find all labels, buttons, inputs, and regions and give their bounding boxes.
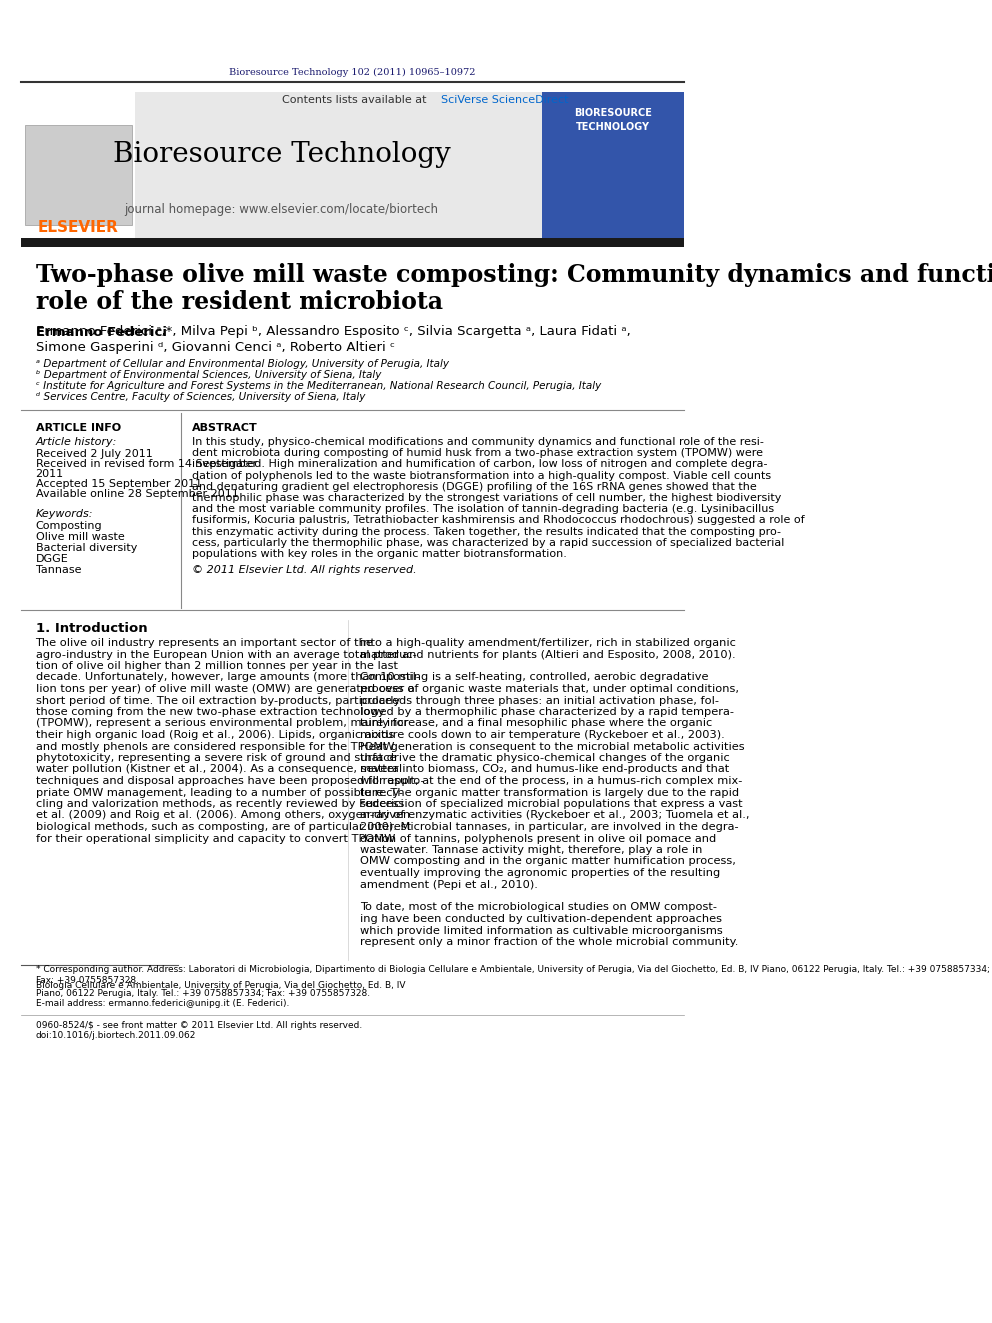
Text: thermophilic phase was characterized by the strongest variations of cell number,: thermophilic phase was characterized by … — [192, 493, 782, 503]
Text: ing have been conducted by cultivation-dependent approaches: ing have been conducted by cultivation-d… — [360, 914, 722, 923]
Text: E-mail address: ermanno.federici@unipg.it (E. Federici).: E-mail address: ermanno.federici@unipg.i… — [36, 999, 289, 1008]
Text: To date, most of the microbiological studies on OMW compost-: To date, most of the microbiological stu… — [360, 902, 717, 913]
Text: SciVerse ScienceDirect: SciVerse ScienceDirect — [440, 95, 568, 105]
Text: Two-phase olive mill waste composting: Community dynamics and functional: Two-phase olive mill waste composting: C… — [36, 263, 992, 287]
Text: represent only a minor fraction of the whole microbial community.: represent only a minor fraction of the w… — [360, 937, 738, 947]
Text: process of organic waste materials that, under optimal conditions,: process of organic waste materials that,… — [360, 684, 739, 695]
Text: decade. Unfortunately, however, large amounts (more than 10 mil-: decade. Unfortunately, however, large am… — [36, 672, 420, 683]
Text: mixture cools down to air temperature (Ryckeboer et al., 2003).: mixture cools down to air temperature (R… — [360, 730, 724, 740]
Text: succession of specialized microbial populations that express a vast: succession of specialized microbial popu… — [360, 799, 742, 808]
Text: * Corresponding author. Address: Laboratori di Microbiologia, Dipartimento di Bi: * Corresponding author. Address: Laborat… — [36, 966, 989, 984]
Text: dation of polyphenols led to the waste biotransformation into a high-quality com: dation of polyphenols led to the waste b… — [192, 471, 771, 480]
Text: Ermanno Federici ᵃ,*, Milva Pepi ᵇ, Alessandro Esposito ᶜ, Silvia Scargetta ᵃ, L: Ermanno Federici ᵃ,*, Milva Pepi ᵇ, Ales… — [36, 325, 630, 339]
Text: will result, at the end of the process, in a humus-rich complex mix-: will result, at the end of the process, … — [360, 777, 742, 786]
Text: biological methods, such as composting, are of particular interest: biological methods, such as composting, … — [36, 822, 411, 832]
Text: journal homepage: www.elsevier.com/locate/biortech: journal homepage: www.elsevier.com/locat… — [125, 204, 438, 217]
Text: phytotoxicity, representing a severe risk of ground and surface: phytotoxicity, representing a severe ris… — [36, 753, 396, 763]
Text: those coming from the new two-phase extraction technology: those coming from the new two-phase extr… — [36, 706, 384, 717]
Text: Heat generation is consequent to the microbial metabolic activities: Heat generation is consequent to the mic… — [360, 741, 744, 751]
Text: ARTICLE INFO: ARTICLE INFO — [36, 423, 121, 433]
Text: their high organic load (Roig et al., 2006). Lipids, organic acids: their high organic load (Roig et al., 20… — [36, 730, 394, 740]
Text: ture. The organic matter transformation is largely due to the rapid: ture. The organic matter transformation … — [360, 787, 739, 798]
Text: Olive mill waste: Olive mill waste — [36, 532, 124, 542]
Text: Bioresource Technology: Bioresource Technology — [113, 142, 450, 168]
Text: ᵃ Department of Cellular and Environmental Biology, University of Perugia, Italy: ᵃ Department of Cellular and Environment… — [36, 359, 448, 369]
Text: Bioresource Technology 102 (2011) 10965–10972: Bioresource Technology 102 (2011) 10965–… — [229, 67, 476, 77]
Text: ture increase, and a final mesophilic phase where the organic: ture increase, and a final mesophilic ph… — [360, 718, 712, 729]
Text: doi:10.1016/j.biortech.2011.09.062: doi:10.1016/j.biortech.2011.09.062 — [36, 1031, 196, 1040]
Text: ᵇ Department of Environmental Sciences, University of Siena, Italy: ᵇ Department of Environmental Sciences, … — [36, 370, 381, 380]
Text: Composting: Composting — [36, 521, 102, 531]
Text: and the most variable community profiles. The isolation of tannin-degrading bact: and the most variable community profiles… — [192, 504, 774, 515]
Text: In this study, physico-chemical modifications and community dynamics and functio: In this study, physico-chemical modifica… — [192, 437, 764, 447]
Text: Contents lists available at: Contents lists available at — [282, 95, 430, 105]
Text: ELSEVIER: ELSEVIER — [38, 221, 119, 235]
Text: 2000). Microbial tannases, in particular, are involved in the degra-: 2000). Microbial tannases, in particular… — [360, 822, 738, 832]
Text: 1. Introduction: 1. Introduction — [36, 622, 147, 635]
Text: OMW composting and in the organic matter humification process,: OMW composting and in the organic matter… — [360, 856, 736, 867]
Text: water pollution (Kistner et al., 2004). As a consequence, several: water pollution (Kistner et al., 2004). … — [36, 765, 402, 774]
Text: Tannase: Tannase — [36, 565, 81, 576]
Text: Bacterial diversity: Bacterial diversity — [36, 542, 137, 553]
Text: dation of tannins, polyphenols present in olive oil pomace and: dation of tannins, polyphenols present i… — [360, 833, 716, 844]
Text: this enzymatic activity during the process. Taken together, the results indicate: this enzymatic activity during the proce… — [192, 527, 781, 537]
Text: priate OMW management, leading to a number of possible recy-: priate OMW management, leading to a numb… — [36, 787, 403, 798]
Text: 0960-8524/$ - see front matter © 2011 Elsevier Ltd. All rights reserved.: 0960-8524/$ - see front matter © 2011 El… — [36, 1020, 362, 1029]
Text: populations with key roles in the organic matter biotransformation.: populations with key roles in the organi… — [192, 549, 566, 560]
Text: et al. (2009) and Roig et al. (2006). Among others, oxygen-driven: et al. (2009) and Roig et al. (2006). Am… — [36, 811, 410, 820]
Text: Accepted 15 September 2011: Accepted 15 September 2011 — [36, 479, 201, 490]
Text: lowed by a thermophilic phase characterized by a rapid tempera-: lowed by a thermophilic phase characteri… — [360, 706, 734, 717]
Text: amendment (Pepi et al., 2010).: amendment (Pepi et al., 2010). — [360, 880, 538, 889]
Text: The olive oil industry represents an important sector of the: The olive oil industry represents an imp… — [36, 638, 373, 648]
Text: Available online 28 September 2011: Available online 28 September 2011 — [36, 490, 238, 499]
Text: 2011: 2011 — [36, 468, 63, 479]
Text: cess, particularly the thermophilic phase, was characterized by a rapid successi: cess, particularly the thermophilic phas… — [192, 538, 785, 548]
Text: that drive the dramatic physico-chemical changes of the organic: that drive the dramatic physico-chemical… — [360, 753, 729, 763]
Text: and mostly phenols are considered responsible for the TPOMW: and mostly phenols are considered respon… — [36, 741, 394, 751]
Text: (TPOMW), represent a serious environmental problem, mainly for: (TPOMW), represent a serious environment… — [36, 718, 408, 729]
Text: Simone Gasperini ᵈ, Giovanni Cenci ᵃ, Roberto Altieri ᶜ: Simone Gasperini ᵈ, Giovanni Cenci ᵃ, Ro… — [36, 340, 395, 353]
Text: proceeds through three phases: an initial activation phase, fol-: proceeds through three phases: an initia… — [360, 696, 719, 705]
Text: dent microbiota during composting of humid husk from a two-phase extraction syst: dent microbiota during composting of hum… — [192, 448, 763, 458]
Text: techniques and disposal approaches have been proposed for appro-: techniques and disposal approaches have … — [36, 777, 425, 786]
Text: agro-industry in the European Union with an average total produc-: agro-industry in the European Union with… — [36, 650, 417, 659]
Text: tion of olive oil higher than 2 million tonnes per year in the last: tion of olive oil higher than 2 million … — [36, 662, 398, 671]
Text: eventually improving the agronomic properties of the resulting: eventually improving the agronomic prope… — [360, 868, 720, 878]
Text: Biologia Cellulare e Ambientale, University of Perugia, Via del Giochetto, Ed. B: Biologia Cellulare e Ambientale, Univers… — [36, 980, 405, 990]
Text: ᵈ Services Centre, Faculty of Sciences, University of Siena, Italy: ᵈ Services Centre, Faculty of Sciences, … — [36, 392, 365, 402]
Text: into a high-quality amendment/fertilizer, rich in stabilized organic: into a high-quality amendment/fertilizer… — [360, 638, 736, 648]
Bar — [25, 124, 132, 225]
Text: role of the resident microbiota: role of the resident microbiota — [36, 290, 442, 314]
Text: BIORESOURCE
TECHNOLOGY: BIORESOURCE TECHNOLOGY — [574, 108, 652, 131]
Text: Keywords:: Keywords: — [36, 509, 93, 519]
Text: Ermanno Federici: Ermanno Federici — [36, 325, 172, 339]
Text: DGGE: DGGE — [36, 554, 68, 564]
Text: for their operational simplicity and capacity to convert TPOMW: for their operational simplicity and cap… — [36, 833, 395, 844]
Text: ᶜ Institute for Agriculture and Forest Systems in the Mediterranean, National Re: ᶜ Institute for Agriculture and Forest S… — [36, 381, 601, 392]
Text: © 2011 Elsevier Ltd. All rights reserved.: © 2011 Elsevier Ltd. All rights reserved… — [192, 565, 417, 576]
Bar — [542, 93, 683, 239]
Text: cling and valorization methods, as recently reviewed by Federici: cling and valorization methods, as recen… — [36, 799, 404, 808]
Bar — [22, 93, 542, 239]
Text: lion tons per year) of olive mill waste (OMW) are generated over a: lion tons per year) of olive mill waste … — [36, 684, 415, 695]
Text: short period of time. The oil extraction by-products, particularly: short period of time. The oil extraction… — [36, 696, 400, 705]
Text: Composting is a self-heating, controlled, aerobic degradative: Composting is a self-heating, controlled… — [360, 672, 708, 683]
Text: which provide limited information as cultivable microorganisms: which provide limited information as cul… — [360, 926, 722, 935]
Text: ABSTRACT: ABSTRACT — [192, 423, 258, 433]
Text: matter into biomass, CO₂, and humus-like end-products and that: matter into biomass, CO₂, and humus-like… — [360, 765, 729, 774]
Text: wastewater. Tannase activity might, therefore, play a role in: wastewater. Tannase activity might, ther… — [360, 845, 702, 855]
Text: Article history:: Article history: — [36, 437, 117, 447]
Text: investigated. High mineralization and humification of carbon, low loss of nitrog: investigated. High mineralization and hu… — [192, 459, 768, 470]
Bar — [22, 238, 683, 247]
Bar — [22, 93, 135, 239]
Text: matter and nutrients for plants (Altieri and Esposito, 2008, 2010).: matter and nutrients for plants (Altieri… — [360, 650, 735, 659]
Text: Received in revised form 14 September: Received in revised form 14 September — [36, 459, 257, 468]
Text: fusiformis, Kocuria palustris, Tetrathiobacter kashmirensis and Rhodococcus rhod: fusiformis, Kocuria palustris, Tetrathio… — [192, 516, 805, 525]
Text: Piano, 06122 Perugia, Italy. Tel.: +39 0758857334; Fax: +39 0755857328.: Piano, 06122 Perugia, Italy. Tel.: +39 0… — [36, 990, 370, 999]
Text: array of enzymatic activities (Ryckeboer et al., 2003; Tuomela et al.,: array of enzymatic activities (Ryckeboer… — [360, 811, 749, 820]
Text: and denaturing gradient gel electrophoresis (DGGE) profiling of the 16S rRNA gen: and denaturing gradient gel electrophore… — [192, 482, 757, 492]
Text: Received 2 July 2011: Received 2 July 2011 — [36, 448, 153, 459]
